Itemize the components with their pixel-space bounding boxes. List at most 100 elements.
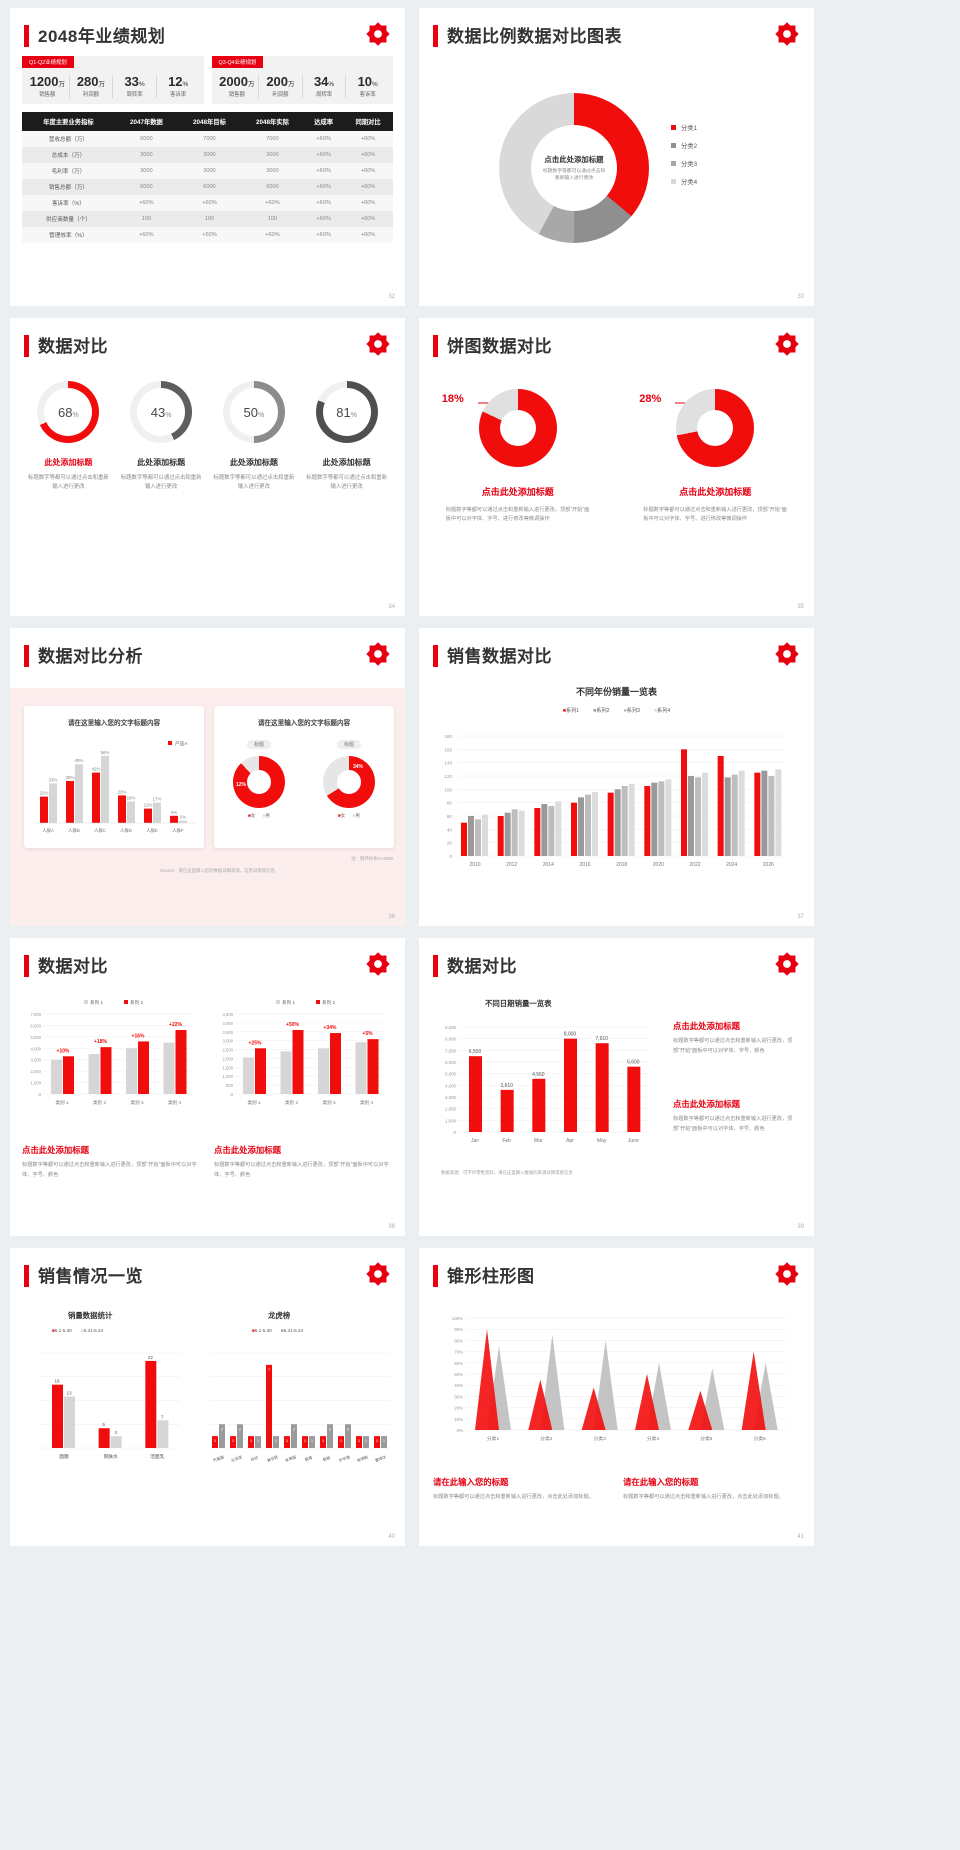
block-title: 点击此处添加标题 xyxy=(214,1145,281,1155)
svg-text:20: 20 xyxy=(447,841,453,846)
legend-label: 系列3 xyxy=(626,708,640,714)
table-cell: 100 xyxy=(114,211,178,228)
kpi-value: 2000 xyxy=(219,74,249,89)
svg-text:June: June xyxy=(628,1138,639,1144)
page-number: 41 xyxy=(797,1534,804,1540)
gauge-hole: 43% xyxy=(137,388,186,436)
svg-text:1,000: 1,000 xyxy=(31,1081,42,1086)
gauge-desc: 标题数字等都可以通过点击和重新输入进行更改 xyxy=(213,475,295,491)
slide-35-header: 饼图数据对比 xyxy=(419,318,814,357)
brand-logo-icon xyxy=(775,952,799,976)
svg-text:分类5: 分类5 xyxy=(700,1435,713,1442)
title-accent-bar xyxy=(24,1265,29,1287)
title-accent-bar xyxy=(433,955,438,977)
svg-text:80%: 80% xyxy=(454,1338,463,1343)
legend-label: 男 xyxy=(355,813,361,818)
kpi-item: 12% 客诉率 xyxy=(157,74,200,98)
svg-text:3,610: 3,610 xyxy=(500,1083,513,1089)
legend-left: ■5.1-5.30 ■5.31-6.24 xyxy=(52,1328,104,1333)
kpi-label: 销售额 xyxy=(228,92,245,99)
table-cell: 3000 xyxy=(177,147,241,164)
svg-text:80: 80 xyxy=(447,801,453,806)
pie-value-label: 18% xyxy=(441,393,464,405)
block-desc: 标题数字等都可以通过点击和重新输入进行更改，顶部“开始”面板中可以对字体、字号、… xyxy=(673,1116,793,1132)
chart-card-left: 请在这里输入您的文字标题内容 22% 33% 人群A 35% 49% 人群B 42% 56% 人… xyxy=(24,706,204,848)
table-cell: 6000 xyxy=(114,179,178,196)
page-number: 39 xyxy=(797,1224,804,1230)
gauge-block: 50% 此处添加标题 标题数字等都可以通过点击和重新输入进行更改 xyxy=(211,381,297,493)
grouped-bar-chart: 22% 33% 人群A 35% 49% 人群B 42% 56% 人群C 23%18% 人群D 12%1… xyxy=(34,740,196,834)
pie-title: 点击此处添加标题 xyxy=(481,487,554,497)
svg-text:2,000: 2,000 xyxy=(223,1056,234,1061)
slide-33-header: 数据比例数据对比图表 xyxy=(419,8,814,47)
donut-caption: 标题 xyxy=(246,740,271,749)
svg-text:壮派液: 壮派液 xyxy=(230,1454,243,1463)
slide-36-header: 数据对比分析 xyxy=(10,628,405,667)
kpi-value: 10 xyxy=(357,74,373,89)
table-cell: +60% xyxy=(177,195,241,212)
svg-text:8,000: 8,000 xyxy=(445,1037,457,1042)
legend-label: 系列2 xyxy=(596,708,610,714)
svg-text:90%: 90% xyxy=(454,1327,463,1332)
gauge-value: 68% xyxy=(58,404,79,420)
svg-text:22: 22 xyxy=(148,1355,154,1360)
chart-title: 不同年份销量一览表 xyxy=(575,687,657,697)
kpi-group-tag: Q1-Q2业绩规划 xyxy=(22,56,74,68)
svg-text:幸草园: 幸草园 xyxy=(284,1454,297,1463)
card-title: 请在这里输入您的文字标题内容 xyxy=(257,720,351,727)
page-title: 饼图数据对比 xyxy=(447,337,552,356)
svg-text:3,500: 3,500 xyxy=(223,1030,234,1035)
legend-swatch-male: ■ xyxy=(262,813,266,818)
gauge-title: 此处添加标题 xyxy=(44,458,93,467)
block-title: 请在此输入您的标题 xyxy=(623,1477,699,1487)
svg-text:33%: 33% xyxy=(49,777,58,782)
sales-chart-left: 16 13 面膜 5 3 爽肤水 22 7 洁面乳 xyxy=(40,1352,180,1460)
svg-text:180: 180 xyxy=(444,734,452,739)
slide-40: 销售情况一览 销量数据统计 龙虎榜 ■5.1-5.30 ■5.31-6.24 ■… xyxy=(10,1248,405,1546)
table-cell: 毛利率（万） xyxy=(22,163,115,180)
kpi-unit: 万 xyxy=(248,81,255,88)
title-accent-bar xyxy=(24,25,29,47)
donut-legend: ■女 ■男 xyxy=(323,813,375,819)
text-block-right: 点击此处添加标题 标题数字等都可以通过点击和重新输入进行更改，顶部“开始”面板中… xyxy=(214,1144,394,1180)
svg-text:1: 1 xyxy=(322,1438,325,1443)
donut-chart xyxy=(478,389,557,467)
svg-text:50%: 50% xyxy=(454,1372,463,1377)
pie-desc: 标题数字等都可以通过点击和重新输入进行更改，顶部“开始”面板中可以对字体、字号、… xyxy=(445,507,590,523)
slide-40-header: 销售情况一览 xyxy=(10,1248,405,1287)
donut-hole xyxy=(499,410,536,446)
kpi-label: 销售额 xyxy=(39,92,56,99)
svg-text:2,000: 2,000 xyxy=(31,1069,42,1074)
legend-item: ■系列3 xyxy=(623,708,640,714)
brand-logo-icon xyxy=(366,22,390,46)
svg-text:竹星霜: 竹星霜 xyxy=(212,1454,225,1463)
svg-text:30%: 30% xyxy=(454,1394,463,1399)
slide-34-header: 数据对比 xyxy=(10,318,405,357)
svg-text:70%: 70% xyxy=(454,1350,463,1355)
donut-chart: 34% xyxy=(323,756,375,808)
svg-text:5,600: 5,600 xyxy=(627,1060,640,1066)
brand-logo-icon xyxy=(366,642,390,666)
table-cell: 100 xyxy=(240,211,305,228)
svg-text:5: 5 xyxy=(102,1422,105,1427)
table-cell: 7000 xyxy=(177,131,241,148)
svg-text:人群F: 人群F xyxy=(172,827,184,834)
legend-swatch xyxy=(671,125,676,130)
slide-39: 数据对比 不同日期销量一览表 0 1,000 2,000 3,000 4,000 5,00… xyxy=(419,938,814,1236)
donut-chart xyxy=(676,389,755,467)
title-accent-bar xyxy=(24,955,29,977)
donut-caption: 标题 xyxy=(336,740,361,749)
svg-text:1: 1 xyxy=(214,1438,217,1443)
svg-text:分类3: 分类3 xyxy=(594,1435,607,1442)
pie-block: 28% 点击此处添加标题 标题数字等都可以通过点击和重新输入进行更改，顶部“开始… xyxy=(629,389,801,525)
table-cell: 销售总额（万） xyxy=(22,179,115,196)
svg-text:4,000: 4,000 xyxy=(223,1021,234,1026)
table-cell: +60% xyxy=(343,227,393,244)
svg-text:12%: 12% xyxy=(144,803,153,808)
table-cell: +60% xyxy=(343,163,393,180)
gauge-ring: 81% xyxy=(315,381,378,443)
kpi-label: 利润额 xyxy=(272,92,289,99)
svg-text:1: 1 xyxy=(376,1438,379,1443)
kpi-unit: % xyxy=(372,81,378,88)
kpi-value: 200 xyxy=(266,74,289,89)
